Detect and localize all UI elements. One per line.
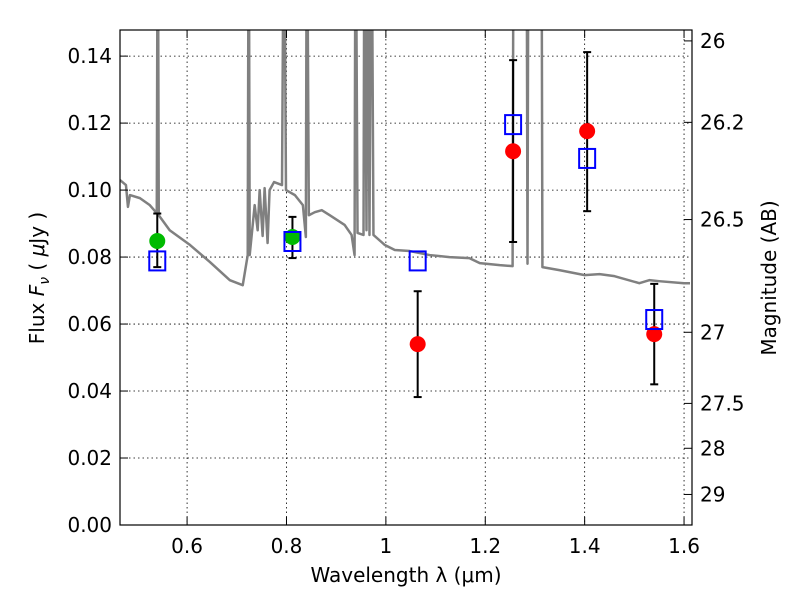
red-data-point bbox=[646, 326, 663, 343]
red-data-point bbox=[579, 123, 596, 140]
y-tick-label: 0.06 bbox=[67, 312, 112, 336]
x-tick-label: 0.6 bbox=[171, 534, 203, 558]
x-tick-label: 1.6 bbox=[668, 534, 700, 558]
y2-tick-label: 27.5 bbox=[700, 391, 745, 415]
y-tick-label: 0.00 bbox=[67, 513, 112, 537]
green-data-point bbox=[149, 232, 166, 249]
model-photometry-square bbox=[408, 250, 427, 272]
x-tick-label: 1 bbox=[380, 534, 393, 558]
model-photometry-square bbox=[148, 250, 167, 272]
y-tick-label: 0.08 bbox=[67, 245, 112, 269]
ticks: 0.6 0.8 1 1.2 1.4 1.6 0.00 0.02 0.04 0.06 0.08 0.10… bbox=[67, 29, 744, 558]
y-axis-label: Flux Fν ( μJy ) bbox=[25, 212, 53, 344]
x-axis-label: Wavelength λ (μm) bbox=[310, 563, 501, 587]
y2-tick-label: 26.5 bbox=[700, 208, 745, 232]
y-tick-label: 0.04 bbox=[67, 379, 112, 403]
red-data-point bbox=[505, 143, 522, 160]
x-tick-label: 0.8 bbox=[271, 534, 303, 558]
x-tick-label: 1.4 bbox=[569, 534, 601, 558]
model-spectrum-line bbox=[120, 30, 691, 287]
plot-area bbox=[120, 30, 691, 399]
y2-tick-label: 26.2 bbox=[700, 110, 745, 134]
y-tick-label: 0.10 bbox=[67, 178, 112, 202]
y2-tick-label: 27 bbox=[700, 320, 725, 344]
model-photometry-square bbox=[645, 309, 664, 331]
model-photometry-square bbox=[283, 230, 302, 252]
y2-tick-label: 29 bbox=[700, 482, 725, 506]
red-data-point bbox=[409, 336, 426, 353]
y-tick-label: 0.14 bbox=[67, 44, 112, 68]
y2-axis-label: Magnitude (AB) bbox=[757, 200, 781, 355]
axes-frame bbox=[119, 29, 693, 526]
y2-tick-label: 26 bbox=[700, 29, 725, 53]
model-photometry-square bbox=[504, 114, 523, 136]
x-tick-label: 1.2 bbox=[469, 534, 501, 558]
y-tick-label: 0.12 bbox=[67, 111, 112, 135]
y2-tick-label: 28 bbox=[700, 436, 725, 460]
model-photometry-square bbox=[578, 147, 597, 169]
y-tick-label: 0.02 bbox=[67, 446, 112, 470]
grid bbox=[120, 30, 692, 526]
